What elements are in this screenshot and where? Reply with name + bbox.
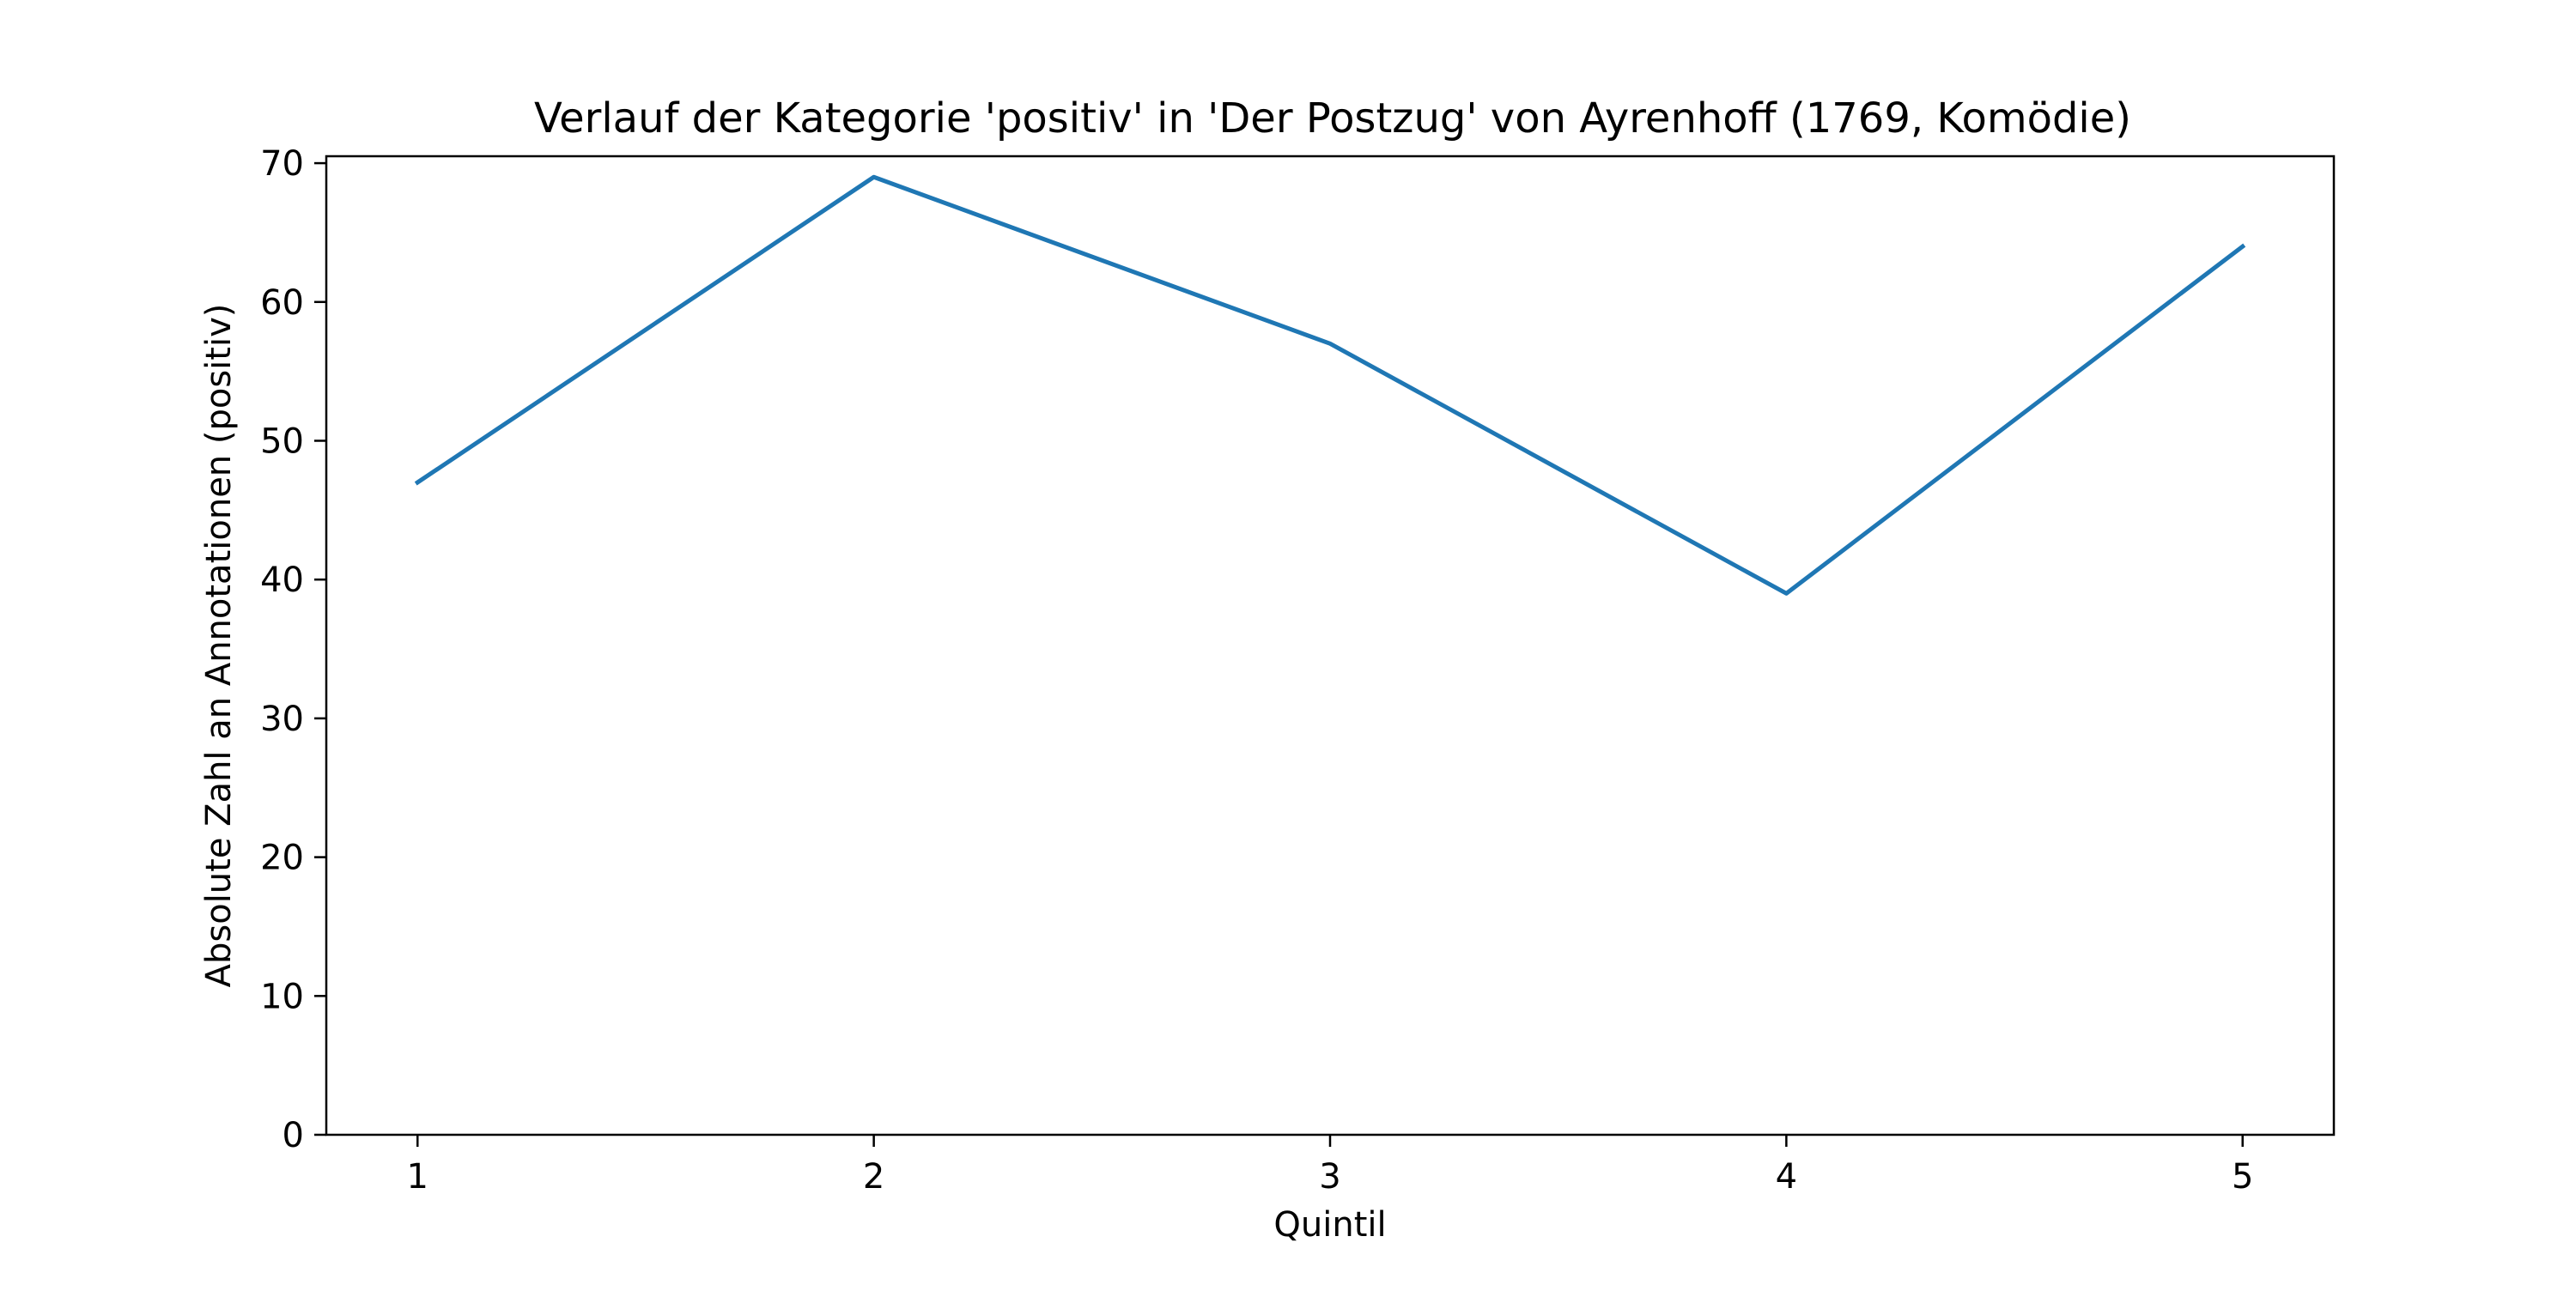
x-axis-label: Quintil <box>1273 1205 1386 1245</box>
x-tick-label: 2 <box>863 1157 884 1197</box>
y-tick-label: 50 <box>260 421 304 461</box>
chart-title: Verlauf der Kategorie 'positiv' in 'Der … <box>534 94 2131 142</box>
x-tick-label: 4 <box>1776 1157 1797 1197</box>
x-tick-label: 5 <box>2232 1157 2253 1197</box>
y-tick-label: 10 <box>260 977 304 1016</box>
y-tick-label: 60 <box>260 283 304 323</box>
y-axis-label: Absolute Zahl an Annotationen (positiv) <box>199 304 239 988</box>
y-tick-label: 0 <box>283 1116 304 1155</box>
x-tick-label: 3 <box>1319 1157 1340 1197</box>
y-tick-label: 30 <box>260 700 304 739</box>
y-tick-label: 70 <box>260 144 304 184</box>
y-tick-label: 20 <box>260 839 304 878</box>
x-tick-label: 1 <box>407 1157 428 1197</box>
y-tick-label: 40 <box>260 561 304 600</box>
